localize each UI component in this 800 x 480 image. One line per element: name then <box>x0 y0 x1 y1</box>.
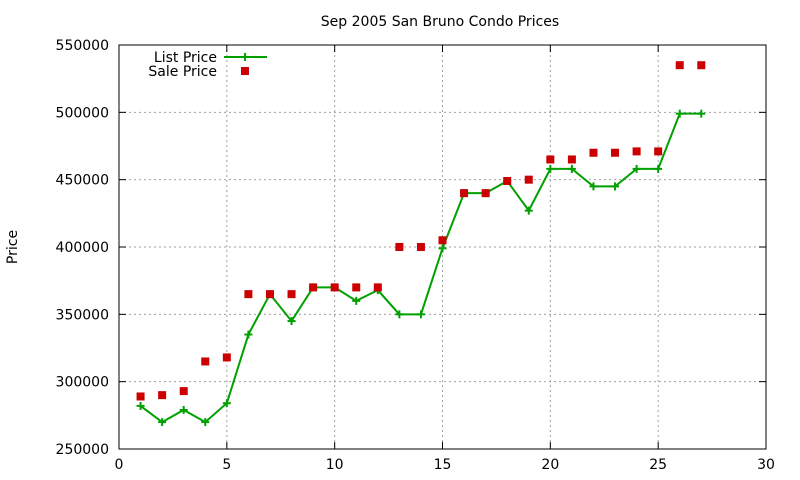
sale-price-point <box>201 357 210 366</box>
sale-price-point <box>416 243 425 251</box>
sale-price-point <box>654 147 663 156</box>
list-price-line <box>139 112 702 424</box>
sale-price-point <box>481 189 490 198</box>
sale-price-point <box>611 148 620 157</box>
x-tick-label: 0 <box>115 457 124 473</box>
list-price-point <box>416 310 425 319</box>
list-price-point <box>697 109 706 118</box>
axes: 0 5 10 15 20 25 30 250000 300000 350000 400000 4500… <box>56 38 775 473</box>
sale-price-point <box>222 353 231 362</box>
list-price-point <box>222 399 231 408</box>
y-axis-label: Price <box>5 230 21 264</box>
list-price-point <box>567 164 576 173</box>
y-tick-label: 400000 <box>56 240 109 256</box>
sale-price-point <box>395 243 404 251</box>
list-price-point <box>136 401 145 410</box>
sale-price-point <box>265 290 274 299</box>
y-tick-label: 450000 <box>56 173 109 189</box>
list-price-point <box>201 418 210 427</box>
series-layer <box>136 61 706 427</box>
sale-price-point <box>460 189 469 198</box>
list-price-point <box>654 164 663 173</box>
list-price-point <box>158 418 167 427</box>
sale-price-point <box>309 283 318 292</box>
y-tick-label: 250000 <box>56 442 109 458</box>
x-tick-label: 20 <box>541 457 559 473</box>
sale-price-point <box>158 391 167 400</box>
sale-price-point <box>330 283 339 292</box>
list-price-point <box>589 182 598 191</box>
sale-price-point <box>524 175 533 184</box>
list-price-point <box>611 182 620 191</box>
list-price-point <box>395 310 404 319</box>
list-price-point <box>546 164 555 173</box>
y-tick-label: 300000 <box>56 375 109 391</box>
sale-price-point <box>567 155 576 164</box>
y-tick-label: 550000 <box>56 38 109 54</box>
list-price-point <box>179 405 188 414</box>
list-price-point <box>524 206 533 215</box>
x-tick-label: 10 <box>326 457 344 473</box>
sale-price-point <box>503 177 512 186</box>
list-price-point <box>244 330 253 339</box>
sale-price-point <box>589 148 598 157</box>
sale-price-point <box>136 392 145 401</box>
y-tick-label: 500000 <box>56 105 109 121</box>
sale-price-point <box>438 236 447 245</box>
sale-price-legend-label: Sale Price <box>148 64 217 80</box>
sale-price-point <box>244 290 253 299</box>
sale-price-point <box>697 61 706 70</box>
list-price-legend-marker <box>241 53 249 61</box>
sale-price-point <box>373 283 382 292</box>
list-price-legend-label: List Price <box>154 50 217 66</box>
list-price-point <box>352 296 361 305</box>
list-price-point <box>287 317 296 326</box>
sale-price-point <box>287 290 296 299</box>
y-tick-label: 350000 <box>56 307 109 323</box>
x-tick-label: 25 <box>649 457 667 473</box>
sale-price-point <box>632 147 641 156</box>
list-price-point <box>438 244 447 253</box>
x-tick-label: 5 <box>222 457 231 473</box>
sale-price-point <box>352 283 361 292</box>
list-price-point <box>675 109 684 118</box>
sale-price-legend-marker <box>241 67 249 75</box>
list-price-point <box>632 164 641 173</box>
x-tick-label: 30 <box>757 457 775 473</box>
sale-price-point <box>546 155 555 164</box>
x-tick-label: 15 <box>434 457 452 473</box>
sale-price-point <box>675 61 684 70</box>
sale-price-point <box>179 387 188 396</box>
chart-title: Sep 2005 San Bruno Condo Prices <box>321 14 559 30</box>
